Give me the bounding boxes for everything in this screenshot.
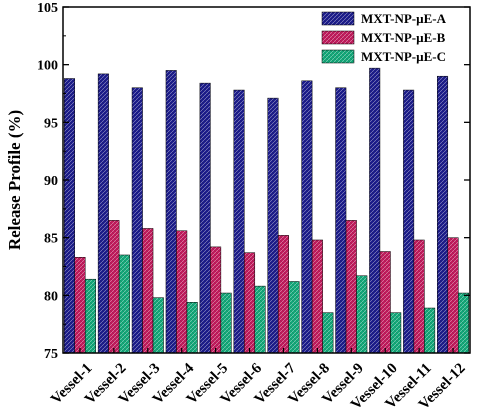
- y-axis: 75 80 85 90 95 100 105: [37, 1, 470, 362]
- bar-vessel-7-series-2: [277, 235, 289, 354]
- legend: MXT-NP-µE-A MXT-NP-µE-B MXT-NP-µE-C: [321, 11, 447, 64]
- bar-vessel-12-series-1: [437, 75, 449, 354]
- y-axis-title: Release Profile (%): [5, 110, 24, 250]
- bar-vessel-1-series-1: [63, 78, 75, 354]
- bar-vessel-8-series-3: [322, 312, 334, 354]
- bars-group: [63, 67, 470, 354]
- bar-vessel-9-series-2: [345, 220, 357, 354]
- bar-vessel-5-series-1: [199, 82, 211, 354]
- bar-vessel-12-series-2: [447, 237, 459, 354]
- bar-vessel-11-series-1: [403, 89, 415, 354]
- bar-vessel-6-series-1: [233, 89, 245, 354]
- x-axis: Vessel-1Vessel-2Vessel-3Vessel-4Vessel-5…: [48, 348, 469, 413]
- legend-swatch: [321, 11, 355, 26]
- bar-vessel-4-series-1: [165, 70, 177, 354]
- legend-swatch: [321, 30, 355, 45]
- legend-label: MXT-NP-µE-A: [361, 11, 447, 26]
- bar-vessel-4-series-3: [186, 302, 198, 354]
- bar-vessel-8-series-1: [301, 80, 313, 354]
- bar-vessel-7-series-3: [288, 281, 300, 354]
- bar-vessel-1-series-3: [84, 278, 96, 354]
- bar-vessel-6-series-3: [254, 285, 266, 354]
- bar-vessel-2-series-3: [118, 254, 130, 354]
- bar-vessel-9-series-1: [335, 87, 347, 354]
- bar-vessel-10-series-2: [379, 251, 391, 354]
- y-tick-label: 95: [44, 116, 58, 131]
- bar-vessel-11-series-3: [424, 307, 436, 354]
- y-tick-label: 90: [44, 174, 58, 189]
- bar-vessel-8-series-2: [311, 239, 323, 354]
- y-tick-label: 80: [44, 289, 58, 304]
- bar-vessel-3-series-3: [152, 297, 164, 354]
- y-tick-label: 75: [44, 347, 58, 362]
- y-tick-label: 100: [37, 59, 58, 74]
- bar-vessel-3-series-2: [142, 228, 154, 354]
- bar-vessel-10-series-3: [390, 312, 402, 354]
- bar-vessel-11-series-2: [413, 239, 425, 354]
- bar-vessel-6-series-2: [244, 252, 256, 354]
- legend-swatch: [321, 49, 355, 64]
- bar-vessel-1-series-2: [74, 257, 86, 354]
- bar-vessel-5-series-3: [220, 292, 232, 354]
- bar-vessel-2-series-1: [97, 73, 109, 354]
- legend-label: MXT-NP-µE-C: [361, 49, 446, 64]
- bar-vessel-3-series-1: [131, 87, 143, 354]
- bar-vessel-4-series-2: [176, 230, 188, 354]
- y-tick-label: 85: [44, 232, 58, 247]
- bar-vessel-5-series-2: [210, 246, 222, 354]
- legend-label: MXT-NP-µE-B: [361, 30, 446, 45]
- y-tick-label: 105: [37, 1, 58, 16]
- bar-vessel-10-series-1: [369, 67, 381, 354]
- bar-vessel-7-series-1: [267, 97, 279, 354]
- bar-vessel-12-series-3: [458, 292, 470, 354]
- bar-vessel-9-series-3: [356, 275, 368, 354]
- bar-vessel-2-series-2: [108, 220, 120, 354]
